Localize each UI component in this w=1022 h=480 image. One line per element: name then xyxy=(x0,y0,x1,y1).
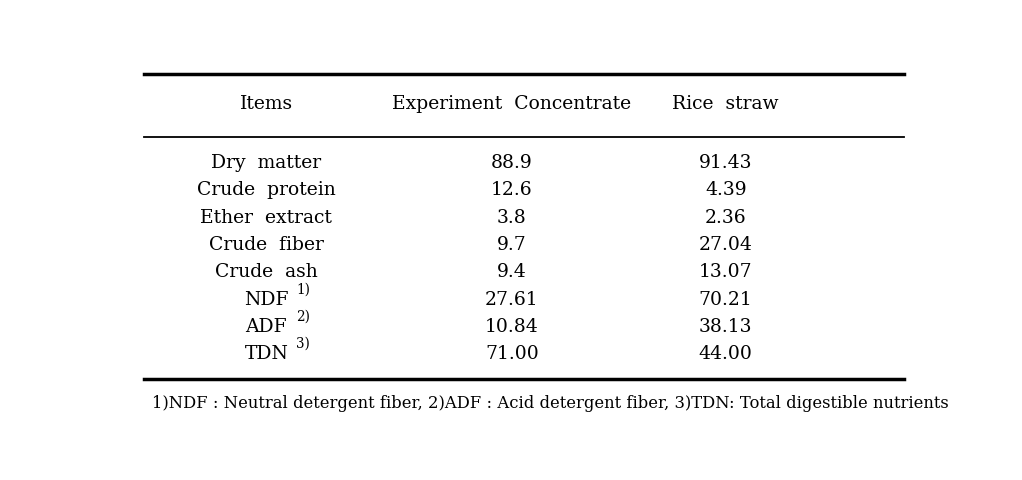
Text: Crude  fiber: Crude fiber xyxy=(208,236,324,254)
Text: NDF: NDF xyxy=(244,291,288,309)
Text: 27.04: 27.04 xyxy=(699,236,752,254)
Text: 71.00: 71.00 xyxy=(485,346,539,363)
Text: 3): 3) xyxy=(296,337,311,351)
Text: 1)NDF : Neutral detergent fiber, 2)ADF : Acid detergent fiber, 3)TDN: Total dige: 1)NDF : Neutral detergent fiber, 2)ADF :… xyxy=(151,395,948,412)
Text: Items: Items xyxy=(240,95,293,113)
Text: Crude  ash: Crude ash xyxy=(215,264,318,281)
Text: 2): 2) xyxy=(296,310,311,324)
Text: 9.4: 9.4 xyxy=(497,264,526,281)
Text: 10.84: 10.84 xyxy=(485,318,539,336)
Text: Rice  straw: Rice straw xyxy=(672,95,779,113)
Text: 1): 1) xyxy=(296,282,311,296)
Text: Dry  matter: Dry matter xyxy=(212,154,322,172)
Text: 13.07: 13.07 xyxy=(699,264,752,281)
Text: ADF: ADF xyxy=(245,318,287,336)
Text: Ether  extract: Ether extract xyxy=(200,209,332,227)
Text: Crude  protein: Crude protein xyxy=(197,181,336,199)
Text: 3.8: 3.8 xyxy=(497,209,526,227)
Text: 4.39: 4.39 xyxy=(705,181,746,199)
Text: 2.36: 2.36 xyxy=(705,209,746,227)
Text: 27.61: 27.61 xyxy=(485,291,539,309)
Text: 12.6: 12.6 xyxy=(492,181,532,199)
Text: 88.9: 88.9 xyxy=(491,154,532,172)
Text: 9.7: 9.7 xyxy=(497,236,526,254)
Text: 91.43: 91.43 xyxy=(699,154,752,172)
Text: 44.00: 44.00 xyxy=(699,346,752,363)
Text: Experiment  Concentrate: Experiment Concentrate xyxy=(392,95,632,113)
Text: 70.21: 70.21 xyxy=(699,291,752,309)
Text: 38.13: 38.13 xyxy=(699,318,752,336)
Text: TDN: TDN xyxy=(244,346,288,363)
